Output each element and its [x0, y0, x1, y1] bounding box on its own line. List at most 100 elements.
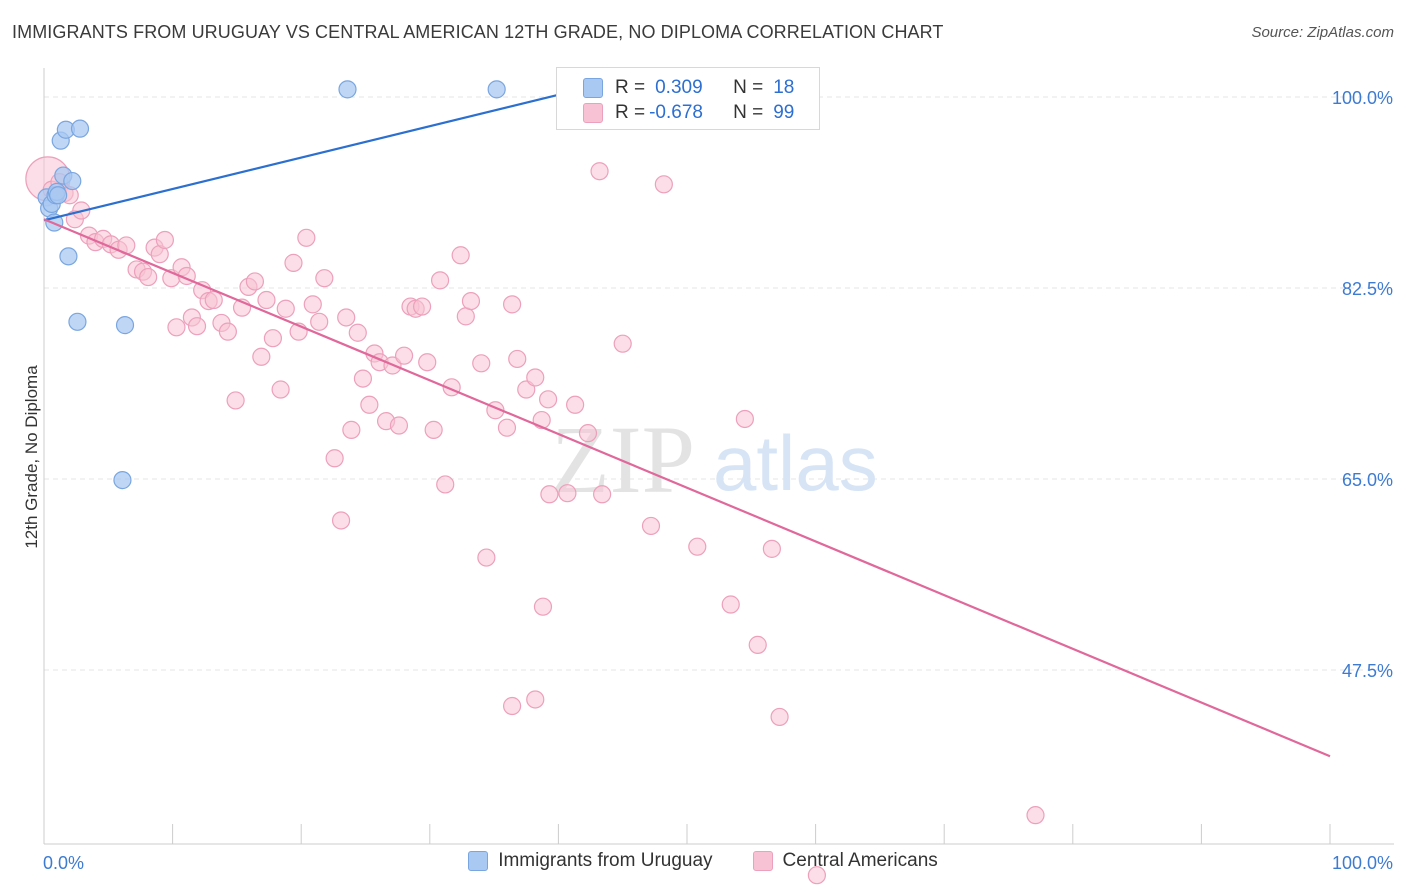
data-point-central: [688, 537, 707, 556]
data-point-uruguay: [113, 470, 132, 490]
series-central-americans: [25, 156, 1045, 885]
data-point-central: [721, 595, 740, 614]
data-point-central: [461, 291, 481, 311]
stats-r-value: -0.678: [649, 102, 703, 123]
data-point-central: [436, 475, 455, 494]
data-point-uruguay: [487, 80, 506, 99]
data-point-uruguay: [70, 119, 90, 138]
stats-n-value: 99: [773, 102, 795, 123]
legend-label-uruguay: Immigrants from Uruguay: [498, 850, 713, 871]
data-point-central: [503, 696, 522, 716]
data-point-uruguay: [115, 316, 135, 335]
data-point-central: [139, 267, 158, 287]
data-point-central: [418, 353, 437, 372]
stats-n-label: N =: [733, 77, 764, 98]
tick-labels: 100.0% 82.5% 65.0% 47.5% 0.0% 100.0%: [43, 88, 1393, 873]
data-point-central: [276, 299, 295, 318]
data-point-central: [245, 272, 265, 291]
data-point-central: [167, 318, 186, 337]
data-point-central: [315, 269, 334, 288]
data-point-central: [451, 246, 470, 265]
data-point-central: [654, 175, 673, 194]
data-point-central: [472, 354, 491, 373]
legend: Immigrants from Uruguay Central American…: [0, 850, 1406, 872]
grid: [44, 96, 1394, 671]
legend-swatch-uruguay: [468, 851, 489, 871]
data-point-central: [590, 162, 609, 181]
data-point-central: [566, 395, 585, 414]
x-tick-label: 0.0%: [43, 853, 84, 873]
data-point-central: [526, 368, 545, 387]
legend-item-uruguay[interactable]: Immigrants from Uruguay: [468, 850, 713, 872]
data-point-central: [748, 635, 767, 654]
data-point-central: [263, 329, 283, 348]
data-point-uruguay: [338, 80, 357, 99]
trend-lines: [43, 93, 1331, 758]
data-point-central: [762, 539, 781, 558]
data-point-central: [187, 317, 207, 336]
data-point-central: [297, 228, 316, 247]
data-point-central: [641, 516, 661, 536]
data-point-central: [558, 484, 577, 503]
data-point-central: [360, 395, 379, 414]
data-point-central: [310, 312, 329, 331]
data-point-central: [540, 485, 559, 504]
data-point-central: [271, 380, 290, 399]
data-point-central: [389, 416, 409, 435]
data-point-central: [613, 334, 632, 353]
watermark-atlas: atlas: [713, 419, 878, 507]
stats-r-label: R =: [615, 102, 646, 123]
data-point-central: [430, 271, 450, 290]
data-point-central: [735, 409, 754, 429]
y-tick-label: 82.5%: [1342, 279, 1393, 299]
data-point-central: [252, 347, 271, 366]
data-point-central: [503, 295, 522, 314]
data-point-central: [155, 230, 174, 250]
stats-n-label: N =: [733, 102, 764, 123]
x-tick-label: 100.0%: [1332, 853, 1393, 873]
data-point-central: [342, 420, 361, 439]
data-point-central: [424, 420, 443, 439]
y-tick-label: 100.0%: [1332, 88, 1393, 108]
y-tick-label: 47.5%: [1342, 661, 1393, 681]
data-point-uruguay: [49, 186, 68, 205]
y-tick-label: 65.0%: [1342, 470, 1393, 490]
data-point-central: [325, 449, 344, 468]
data-point-central: [533, 597, 553, 616]
data-point-uruguay: [63, 171, 82, 191]
data-point-central: [218, 322, 237, 341]
source-label: Source: ZipAtlas.com: [1251, 24, 1394, 41]
data-point-central: [353, 369, 373, 388]
data-point-central: [348, 323, 367, 342]
data-point-central: [477, 548, 496, 567]
data-point-central: [303, 295, 322, 314]
data-point-central: [257, 290, 276, 310]
stats-row-uruguay: R = 0.309 N = 18: [557, 76, 794, 100]
stats-swatch-uruguay: [583, 78, 603, 98]
stats-row-central: R = -0.678 N = 99: [557, 101, 794, 125]
y-axis-label: 12th Grade, No Diploma: [22, 365, 41, 549]
data-point-central: [526, 690, 545, 709]
trend-line-central: [43, 218, 1331, 758]
series-immigrants-from-uruguay: [37, 80, 506, 490]
stats-r-value: 0.309: [655, 77, 703, 98]
data-point-central: [497, 418, 517, 437]
data-point-central: [539, 390, 558, 409]
data-point-central: [331, 511, 351, 530]
stats-swatch-central: [583, 103, 603, 123]
legend-label-central: Central Americans: [782, 850, 938, 871]
chart-title: IMMIGRANTS FROM URUGUAY VS CENTRAL AMERI…: [12, 22, 944, 42]
data-point-central: [456, 307, 475, 326]
legend-swatch-central: [752, 851, 773, 871]
data-point-central: [337, 308, 356, 327]
data-point-central: [412, 297, 432, 316]
data-point-central: [770, 707, 789, 727]
watermark: ZIP atlas: [551, 406, 878, 513]
data-point-central: [593, 485, 612, 504]
stats-box: R = 0.309 N = 18 R = -0.678 N = 99: [556, 67, 820, 130]
trend-line-uruguay: [43, 93, 559, 222]
data-point-central: [394, 346, 414, 365]
data-point-central: [226, 391, 245, 410]
legend-item-central[interactable]: Central Americans: [752, 850, 938, 872]
stats-n-value: 18: [773, 77, 795, 98]
